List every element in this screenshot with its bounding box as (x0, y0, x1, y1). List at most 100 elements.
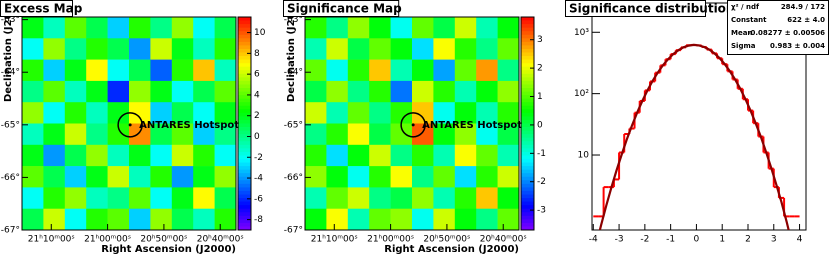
y-tick-label: -65° (1, 120, 20, 130)
heat-cell (497, 166, 520, 188)
heat-cell (86, 59, 108, 82)
heat-cell (43, 166, 66, 188)
heat-cell (454, 59, 477, 82)
colorbar-frame (237, 16, 252, 231)
colorbar-step (238, 38, 251, 43)
heat-cell (369, 80, 391, 103)
colorbar-step (238, 98, 251, 103)
colorbar-step (521, 77, 534, 82)
colorbar-step (521, 109, 534, 114)
colorbar-step (521, 155, 534, 160)
heat-cell (412, 144, 434, 167)
heat-cell (171, 123, 194, 146)
y-tick-label: 10 (578, 151, 590, 161)
heat-cell (433, 187, 456, 209)
x-tick-label: 4 (797, 235, 803, 245)
heat-cell (390, 208, 413, 231)
stats-label: Sigma (731, 42, 756, 50)
colorbar-tick-label: 0 (254, 132, 260, 142)
colorbar-step (521, 159, 534, 163)
heat-cell (150, 144, 173, 167)
heat-cell (412, 208, 434, 231)
heat-cell (86, 208, 108, 231)
heat-cell (64, 38, 87, 60)
heat-cell (347, 102, 370, 124)
heat-cell (305, 59, 327, 82)
heat-cell (390, 80, 413, 103)
colorbar-step (521, 70, 534, 75)
stats-value: 622 ± 4.0 (787, 16, 825, 24)
y-tick-label: -65° (284, 120, 303, 130)
heat-cell (390, 123, 413, 146)
heat-cell (326, 166, 349, 188)
heat-cell (86, 38, 108, 60)
x-tick-label: 0 (694, 235, 700, 245)
panel-title: Excess Map (4, 2, 83, 16)
heat-cell (347, 59, 370, 82)
colorbar-step (521, 123, 534, 128)
heat-cell (433, 102, 456, 124)
heat-cell (369, 38, 391, 60)
heat-cell (390, 17, 413, 39)
heat-cell (305, 80, 327, 103)
y-tick-label: -66° (1, 173, 20, 183)
heat-cell (171, 102, 194, 124)
heat-cell (171, 17, 194, 39)
stats-label: Constant (731, 16, 767, 24)
heat-cell (369, 17, 391, 39)
heat-cell (43, 17, 66, 39)
colorbar-frame (520, 16, 535, 231)
colorbar-step (238, 198, 251, 202)
colorbar-step (521, 24, 534, 29)
heat-cell (497, 102, 520, 124)
heat-cell (129, 144, 151, 167)
heat-cell (86, 17, 108, 39)
heat-cell (497, 17, 520, 39)
heat-cell (454, 102, 477, 124)
y-tick-label: -63° (1, 15, 20, 25)
heat-cell (43, 38, 66, 60)
heat-cell (433, 17, 456, 39)
colorbar-step (238, 59, 251, 64)
colorbar-step (521, 102, 534, 107)
y-tick-label: -63° (284, 15, 303, 25)
heat-cell (150, 17, 173, 39)
heat-cell (412, 17, 434, 39)
colorbar-step (521, 190, 534, 195)
heat-cell (193, 17, 215, 39)
colorbar-step (238, 84, 251, 89)
heat-cell (107, 80, 130, 103)
heat-cell (412, 59, 434, 82)
colorbar-step (238, 102, 251, 107)
heat-cell (193, 38, 215, 60)
colorbar-step (238, 134, 251, 139)
colorbar-step (521, 208, 534, 213)
heat-cell (412, 166, 434, 188)
x-tick-label: 20ʰ40ᵐ00ˢ (480, 235, 527, 245)
heat-cell (326, 208, 349, 231)
heat-cell (171, 144, 194, 167)
colorbar-step (238, 151, 251, 156)
colorbar-step (521, 52, 534, 57)
heat-cell (64, 102, 87, 124)
heat-cell (326, 17, 349, 39)
heat-cell (214, 166, 237, 188)
heat-cell (390, 59, 413, 82)
heat-cell (171, 38, 194, 60)
heat-cell (326, 102, 349, 124)
colorbar-tick-label: -3 (537, 206, 546, 216)
heat-cell (433, 38, 456, 60)
heat-cell (193, 102, 215, 124)
heat-cell (497, 38, 520, 60)
colorbar-step (238, 48, 251, 53)
heat-cell (454, 166, 477, 188)
colorbar-step (521, 38, 534, 43)
heat-cell (390, 102, 413, 124)
plot-frame (304, 16, 520, 231)
colorbar-step (238, 24, 251, 29)
heat-cell (171, 208, 194, 231)
heat-cell (347, 38, 370, 60)
heat-cell (107, 102, 130, 124)
colorbar-step (238, 222, 251, 227)
